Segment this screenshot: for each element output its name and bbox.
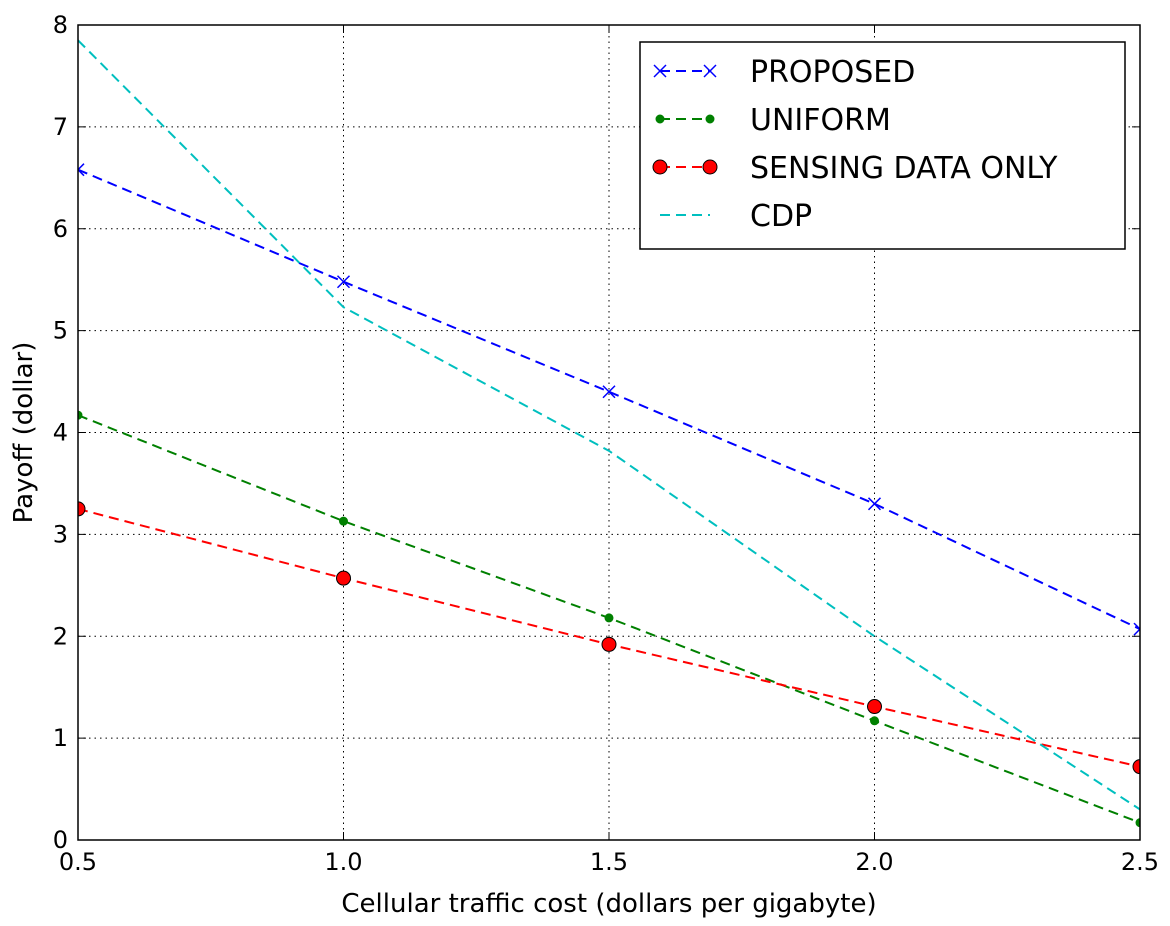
legend-box	[639, 41, 1126, 250]
x-tick-label: 2.0	[855, 848, 893, 876]
marker-stroke	[336, 275, 351, 289]
series-layer	[78, 39, 1140, 828]
series-line-cdp	[78, 39, 1140, 811]
marker-stroke	[1133, 622, 1140, 631]
y-tick-label: 8	[53, 11, 68, 39]
y-tick-label: 0	[53, 826, 68, 854]
data-point	[1132, 759, 1140, 775]
legend-entry-label: PROPOSED	[750, 55, 915, 90]
data-point	[336, 570, 351, 586]
marker-stroke	[867, 497, 882, 511]
x-axis-label: Cellular traffic cost (dollars per gigab…	[341, 889, 876, 919]
legend: PROPOSED UNIFORM SENSING DATA ONLY CDP	[639, 41, 1126, 250]
legend-marker	[702, 159, 718, 175]
x-tick-label: 2.5	[1121, 848, 1159, 876]
marker-stroke	[703, 64, 717, 78]
data-point	[867, 699, 882, 715]
data-point	[339, 516, 348, 526]
x-tick-label: 0.5	[59, 848, 97, 876]
y-tick-label: 1	[53, 724, 68, 752]
marker-stroke	[1133, 628, 1140, 636]
series-line-proposed	[78, 168, 1140, 631]
legend-marker	[705, 114, 715, 124]
data-point	[78, 410, 83, 420]
legend-marker	[653, 64, 667, 78]
legend-entry-label: SENSING DATA ONLY	[750, 151, 1058, 186]
data-point	[336, 275, 351, 289]
data-point	[602, 385, 616, 399]
data-point	[601, 636, 617, 652]
data-point	[1133, 622, 1140, 636]
x-tick-label: 1.0	[324, 848, 362, 876]
axis-ticks: 0.5 1.0 1.5 2.0 2.5 0 1 2 3 4 5 6 7 8	[53, 11, 1159, 876]
legend-entry-label: UNIFORM	[750, 103, 891, 138]
y-tick-label: 5	[53, 317, 68, 345]
marker-stroke	[653, 64, 667, 78]
data-point	[870, 716, 879, 726]
y-tick-label: 3	[53, 520, 68, 548]
legend-marker	[655, 114, 665, 124]
marker-stroke	[78, 163, 85, 171]
legend-marker	[703, 64, 717, 78]
y-tick-label: 7	[53, 113, 68, 141]
legend-marker	[652, 159, 668, 175]
data-point	[867, 497, 882, 511]
data-point	[1135, 818, 1140, 828]
y-tick-label: 2	[53, 622, 68, 650]
data-point	[78, 163, 85, 177]
marker-stroke	[78, 168, 85, 177]
x-tick-label: 1.5	[590, 848, 628, 876]
legend-entry-label: CDP	[750, 199, 812, 234]
y-axis-label: Payoff (dollar)	[9, 342, 39, 524]
grid-lines	[78, 25, 1140, 840]
marker-stroke	[602, 385, 616, 399]
data-point	[604, 613, 614, 623]
data-point	[78, 501, 86, 517]
y-tick-label: 6	[53, 215, 68, 243]
y-tick-label: 4	[53, 419, 68, 447]
